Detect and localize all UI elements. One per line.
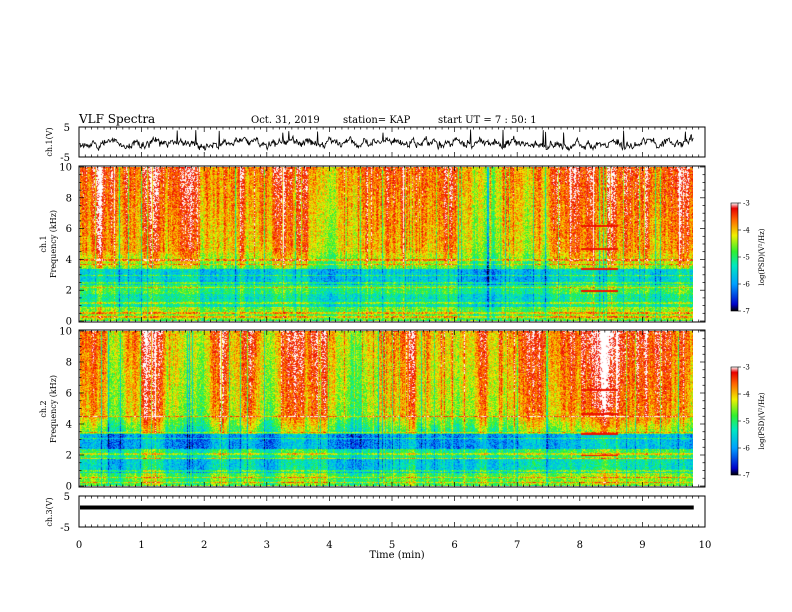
ch3-waveform-panel: 5 -5 ch.3(V) <box>45 492 706 534</box>
ch1-ytick-bottom: -5 <box>60 153 70 164</box>
ch1-ytick-top: 5 <box>64 123 70 134</box>
colorbar-tick-label: -5 <box>743 254 750 262</box>
x-tick-label: 10 <box>699 540 712 551</box>
colorbar-tick-label: -4 <box>743 227 750 235</box>
ch1-colorbar <box>730 202 739 312</box>
date-label: Oct. 31, 2019 <box>251 115 320 126</box>
y-tick-label: 2 <box>66 451 72 462</box>
y-tick-label: 0 <box>66 482 72 493</box>
ch3-ytick-bottom: -5 <box>60 523 70 534</box>
ch2-spectrogram-ylabel-frequency: Frequency (kHz) <box>49 375 58 443</box>
x-tick-label: 1 <box>138 540 144 551</box>
x-tick-label: 9 <box>639 540 645 551</box>
ch3-ytick-top: 5 <box>64 492 70 503</box>
x-tick-label: 5 <box>389 540 395 551</box>
ch2-spectrogram-image <box>80 331 693 486</box>
colorbar-tick-label: -5 <box>743 418 750 426</box>
x-tick-label: 6 <box>451 540 457 551</box>
ch2-spectrogram-ylabel-channel: ch.2 <box>39 400 48 417</box>
ch1-spectrogram-ylabel-channel: ch.1 <box>39 235 48 252</box>
y-tick-label: 4 <box>66 420 72 431</box>
ch1-waveform-trace <box>79 129 694 152</box>
ch2-spectrogram-yticks: 0 2 4 6 8 10 <box>59 327 705 493</box>
figure-title: VLF Spectra <box>78 112 155 126</box>
colorbar-tick-label: -3 <box>743 364 750 372</box>
ch1-colorbar-ticks: -3 -4 -5 -6 -7 <box>738 200 750 316</box>
y-tick-label: 8 <box>66 193 72 204</box>
y-tick-label: 2 <box>66 286 72 297</box>
ch1-spectrogram-image <box>80 167 693 321</box>
ch2-colorbar-label: log(PSD)(V²/Hz) <box>758 392 766 449</box>
x-tick-label: 3 <box>264 540 270 551</box>
ch1-spectrogram-ylabel-frequency: Frequency (kHz) <box>49 210 58 278</box>
y-tick-label: 6 <box>66 389 72 400</box>
colorbar-tick-label: -7 <box>743 308 750 316</box>
time-axis-label: Time (min) <box>369 550 424 561</box>
colorbar-tick-label: -7 <box>743 472 750 480</box>
ch3-waveform-ylabel: ch.3(V) <box>45 497 54 526</box>
ch1-waveform-ylabel: ch.1(V) <box>45 127 54 156</box>
start-time-label: start UT = 7 : 50: 1 <box>438 115 537 126</box>
y-tick-label: 10 <box>59 327 72 338</box>
y-tick-label: 8 <box>66 358 72 369</box>
ch2-colorbar-ticks: -3 -4 -5 -6 -7 <box>738 364 750 480</box>
x-tick-label: 2 <box>201 540 207 551</box>
x-tick-label: 7 <box>514 540 520 551</box>
station-label: station= KAP <box>343 115 411 126</box>
colorbar-tick-label: -6 <box>743 281 750 289</box>
y-tick-label: 0 <box>66 317 72 328</box>
x-tick-label: 8 <box>577 540 583 551</box>
ch1-waveform-panel: 5 -5 ch.1(V) <box>45 123 706 164</box>
time-axis-tick-labels: 0 1 2 3 4 5 6 7 8 9 10 <box>76 540 712 551</box>
y-tick-label: 4 <box>66 255 72 266</box>
ch2-colorbar <box>730 366 739 476</box>
ch1-colorbar-label: log(PSD)(V²/Hz) <box>758 228 766 285</box>
time-axis-ticks <box>78 127 706 527</box>
y-tick-label: 6 <box>66 224 72 235</box>
x-tick-label: 4 <box>326 540 332 551</box>
x-tick-label: 0 <box>76 540 82 551</box>
colorbar-tick-label: -4 <box>743 391 750 399</box>
y-tick-label: 10 <box>59 163 72 174</box>
ch1-spectrogram-yticks: 0 2 4 6 8 10 <box>59 163 705 328</box>
colorbar-tick-label: -3 <box>743 200 750 208</box>
colorbar-tick-label: -6 <box>743 445 750 453</box>
